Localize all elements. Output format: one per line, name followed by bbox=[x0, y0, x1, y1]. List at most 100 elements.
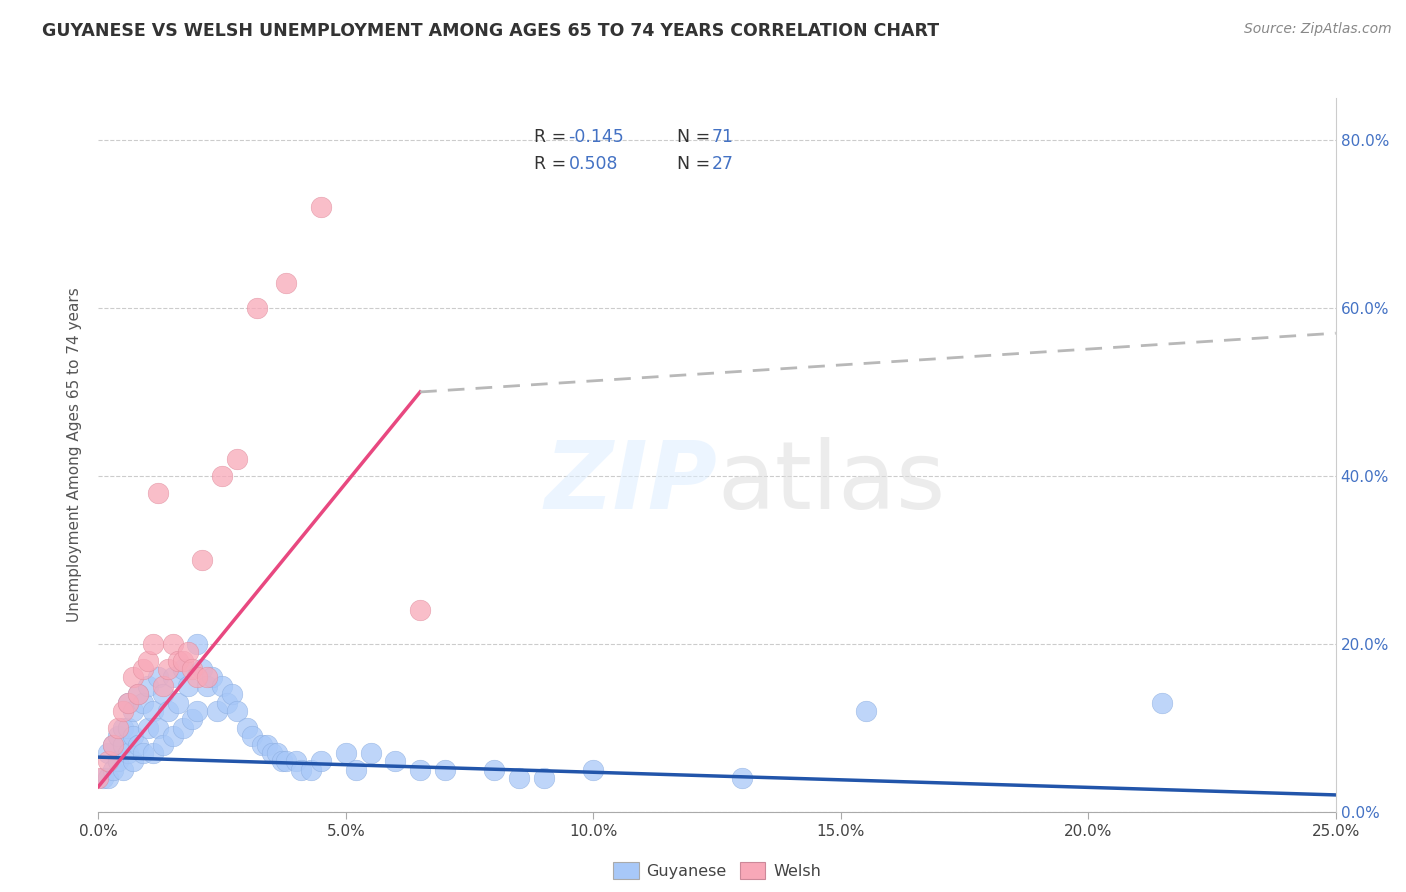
Point bbox=[142, 704, 165, 718]
Point bbox=[162, 637, 184, 651]
Point bbox=[299, 763, 322, 777]
Point bbox=[205, 704, 228, 718]
Point bbox=[136, 721, 159, 735]
Point bbox=[166, 696, 188, 710]
Point bbox=[156, 704, 179, 718]
Point bbox=[132, 662, 155, 676]
Text: R =: R = bbox=[534, 128, 572, 146]
Point bbox=[240, 729, 263, 743]
Point bbox=[855, 704, 877, 718]
Point bbox=[344, 763, 367, 777]
Point bbox=[256, 738, 278, 752]
Point bbox=[162, 670, 184, 684]
Point bbox=[195, 670, 218, 684]
Point bbox=[146, 485, 169, 500]
Point bbox=[156, 662, 179, 676]
Point bbox=[122, 755, 145, 769]
Point bbox=[226, 704, 249, 718]
Point bbox=[162, 729, 184, 743]
Point bbox=[152, 679, 174, 693]
Text: N =: N = bbox=[678, 155, 716, 173]
Point bbox=[122, 729, 145, 743]
Point bbox=[132, 696, 155, 710]
Point bbox=[112, 763, 135, 777]
Point bbox=[285, 755, 308, 769]
Point bbox=[142, 637, 165, 651]
Point bbox=[107, 755, 129, 769]
Point bbox=[731, 771, 754, 785]
Point bbox=[117, 696, 139, 710]
Point bbox=[409, 763, 432, 777]
Point bbox=[484, 763, 506, 777]
Point bbox=[176, 679, 198, 693]
Point bbox=[186, 704, 208, 718]
Point bbox=[87, 771, 110, 785]
Point bbox=[152, 738, 174, 752]
Point bbox=[127, 687, 149, 701]
Point bbox=[122, 704, 145, 718]
Point bbox=[250, 738, 273, 752]
Point bbox=[112, 721, 135, 735]
Point bbox=[172, 721, 194, 735]
Point bbox=[117, 696, 139, 710]
Point bbox=[276, 276, 298, 290]
Point bbox=[217, 696, 239, 710]
Point bbox=[107, 721, 129, 735]
Point bbox=[176, 645, 198, 659]
Text: 27: 27 bbox=[711, 155, 734, 173]
Point bbox=[122, 670, 145, 684]
Legend: Guyanese, Welsh: Guyanese, Welsh bbox=[606, 855, 828, 886]
Point bbox=[360, 746, 382, 760]
Text: 0.508: 0.508 bbox=[568, 155, 619, 173]
Point bbox=[93, 771, 115, 785]
Point bbox=[127, 687, 149, 701]
Point bbox=[191, 662, 214, 676]
Text: Source: ZipAtlas.com: Source: ZipAtlas.com bbox=[1244, 22, 1392, 37]
Y-axis label: Unemployment Among Ages 65 to 74 years: Unemployment Among Ages 65 to 74 years bbox=[67, 287, 83, 623]
Point bbox=[409, 603, 432, 617]
Point bbox=[146, 721, 169, 735]
Point bbox=[266, 746, 288, 760]
Text: -0.145: -0.145 bbox=[568, 128, 624, 146]
Point bbox=[136, 654, 159, 668]
Point bbox=[384, 755, 406, 769]
Point bbox=[97, 771, 120, 785]
Point bbox=[146, 670, 169, 684]
Point bbox=[107, 729, 129, 743]
Point bbox=[433, 763, 456, 777]
Point bbox=[309, 200, 332, 214]
Text: ZIP: ZIP bbox=[544, 437, 717, 530]
Point bbox=[508, 771, 530, 785]
Point bbox=[211, 469, 233, 483]
Point bbox=[186, 637, 208, 651]
Point bbox=[1152, 696, 1174, 710]
Text: N =: N = bbox=[678, 128, 716, 146]
Point bbox=[582, 763, 605, 777]
Point bbox=[533, 771, 555, 785]
Point bbox=[246, 301, 269, 315]
Point bbox=[195, 679, 218, 693]
Point bbox=[97, 755, 120, 769]
Point bbox=[103, 738, 125, 752]
Point bbox=[236, 721, 259, 735]
Text: 71: 71 bbox=[711, 128, 734, 146]
Text: R =: R = bbox=[534, 155, 572, 173]
Point bbox=[127, 738, 149, 752]
Text: atlas: atlas bbox=[717, 437, 945, 530]
Text: GUYANESE VS WELSH UNEMPLOYMENT AMONG AGES 65 TO 74 YEARS CORRELATION CHART: GUYANESE VS WELSH UNEMPLOYMENT AMONG AGE… bbox=[42, 22, 939, 40]
Point bbox=[191, 553, 214, 567]
Point bbox=[181, 662, 204, 676]
Point bbox=[335, 746, 357, 760]
Point bbox=[260, 746, 283, 760]
Point bbox=[181, 712, 204, 726]
Point bbox=[290, 763, 312, 777]
Point bbox=[221, 687, 243, 701]
Point bbox=[270, 755, 292, 769]
Point bbox=[172, 654, 194, 668]
Point bbox=[226, 452, 249, 467]
Point bbox=[112, 738, 135, 752]
Point bbox=[186, 670, 208, 684]
Point bbox=[132, 746, 155, 760]
Point bbox=[117, 721, 139, 735]
Point bbox=[152, 687, 174, 701]
